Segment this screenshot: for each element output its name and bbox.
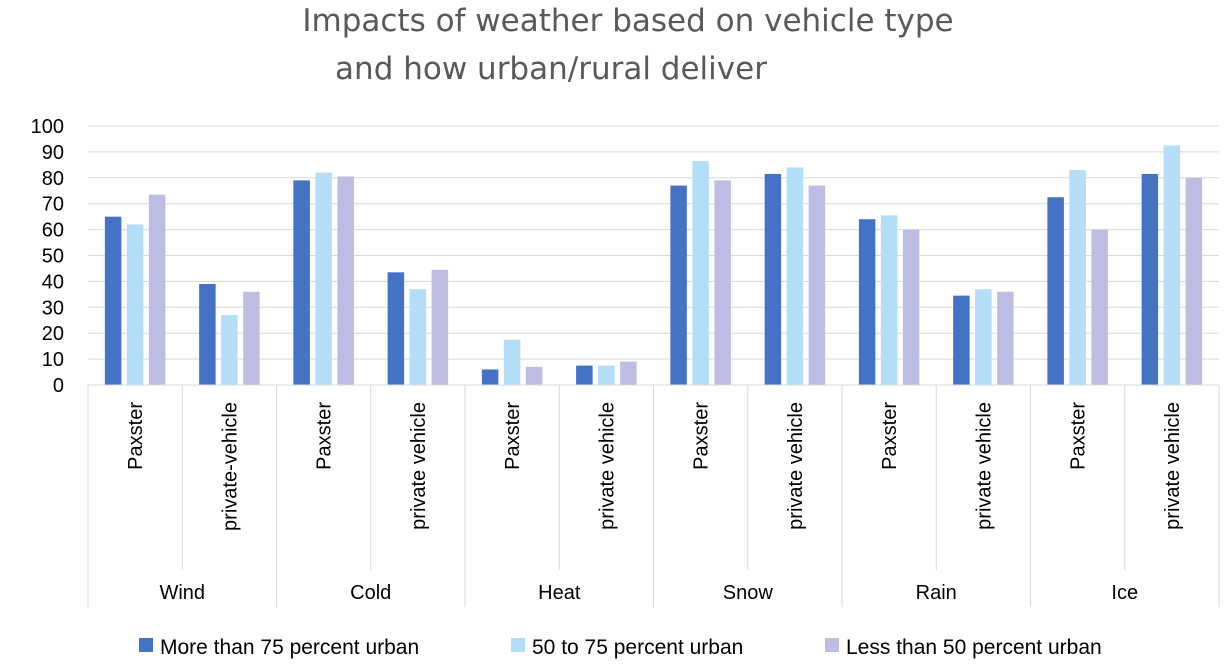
y-tick-label: 60	[42, 220, 64, 242]
bar	[714, 180, 731, 385]
bar	[387, 272, 405, 385]
sub-category-label: Paxster	[125, 402, 147, 470]
bar	[576, 365, 593, 385]
legend-swatch	[511, 638, 525, 652]
legend-item: More than 75 percent urban	[139, 636, 419, 659]
bar	[243, 291, 260, 385]
sub-category-label: private-vehicle	[219, 402, 241, 531]
y-tick-label: 70	[42, 194, 64, 216]
y-tick-label: 0	[53, 375, 64, 397]
bar	[525, 366, 543, 385]
bar	[1047, 197, 1064, 385]
sub-category-label: Paxster	[314, 402, 336, 470]
y-tick-label: 50	[42, 246, 64, 268]
legend-label: 50 to 75 percent urban	[532, 636, 743, 659]
y-tick-label: 10	[42, 349, 64, 371]
bar	[221, 315, 238, 385]
bar	[503, 339, 521, 385]
category-label: Heat	[538, 582, 581, 604]
bar	[808, 185, 826, 385]
sub-category-label: private vehicle	[408, 402, 430, 530]
legend-swatch	[825, 638, 839, 652]
category-label: Ice	[1111, 582, 1138, 604]
y-tick-label: 40	[42, 271, 64, 293]
bar	[104, 216, 122, 385]
gridlines	[88, 125, 1219, 360]
legend-label: Less than 50 percent urban	[846, 636, 1102, 659]
category-label: Snow	[723, 582, 774, 604]
bar	[315, 172, 332, 385]
bar	[764, 173, 782, 385]
bar	[858, 219, 876, 385]
bar	[620, 361, 637, 385]
bar	[431, 269, 449, 385]
bar	[997, 291, 1014, 385]
sub-category-label: private vehicle	[596, 402, 618, 530]
category-axis: Paxster private-vehicle Wind Paxster private…	[87, 384, 1220, 607]
bar	[953, 295, 970, 385]
y-tick-label: 20	[42, 323, 64, 345]
sub-category-label: private vehicle	[973, 402, 995, 530]
chart-title-line-1: Impacts of weather based on vehicle type	[302, 3, 953, 39]
category-label: Rain	[916, 582, 957, 604]
chart-title-line-2: and how urban/rural deliver	[335, 51, 767, 87]
y-tick-label: 90	[42, 142, 64, 164]
bar	[337, 176, 354, 385]
bar	[902, 229, 920, 385]
sub-category-label: Paxster	[691, 402, 713, 470]
category-label: Cold	[350, 582, 391, 604]
y-tick-label: 80	[42, 168, 64, 190]
bar	[598, 365, 615, 385]
bar	[786, 167, 804, 385]
bar	[670, 185, 687, 385]
bar	[1091, 229, 1108, 385]
bar	[975, 289, 992, 385]
bar	[692, 160, 709, 385]
bar	[481, 369, 499, 385]
sub-category-label: private vehicle	[785, 402, 807, 530]
legend: More than 75 percent urban 50 to 75 perce…	[139, 636, 1102, 659]
y-tick-label: 30	[42, 297, 64, 319]
sub-category-label: Paxster	[1068, 402, 1090, 470]
category-label: Wind	[159, 582, 205, 604]
legend-label: More than 75 percent urban	[160, 636, 419, 659]
bars	[104, 145, 1203, 385]
bar	[199, 283, 216, 385]
legend-swatch	[139, 638, 153, 652]
y-axis-ticks: 0 10 20 30 40 50 60 70 80 90 100	[31, 116, 64, 397]
y-tick-label: 100	[31, 116, 64, 138]
legend-item: Less than 50 percent urban	[825, 636, 1102, 659]
bar	[126, 224, 144, 385]
legend-item: 50 to 75 percent urban	[511, 636, 743, 659]
bar	[293, 180, 310, 385]
sub-category-label: Paxster	[502, 402, 524, 470]
bar	[1069, 170, 1086, 385]
sub-category-label: private vehicle	[1162, 402, 1184, 530]
bar	[1141, 173, 1159, 385]
bar	[148, 194, 166, 385]
bar	[1163, 145, 1181, 385]
bar	[1185, 177, 1203, 385]
sub-category-label: Paxster	[879, 402, 901, 470]
bar	[409, 289, 427, 385]
chart-title: Impacts of weather based on vehicle type…	[302, 3, 953, 87]
bar	[880, 215, 898, 385]
